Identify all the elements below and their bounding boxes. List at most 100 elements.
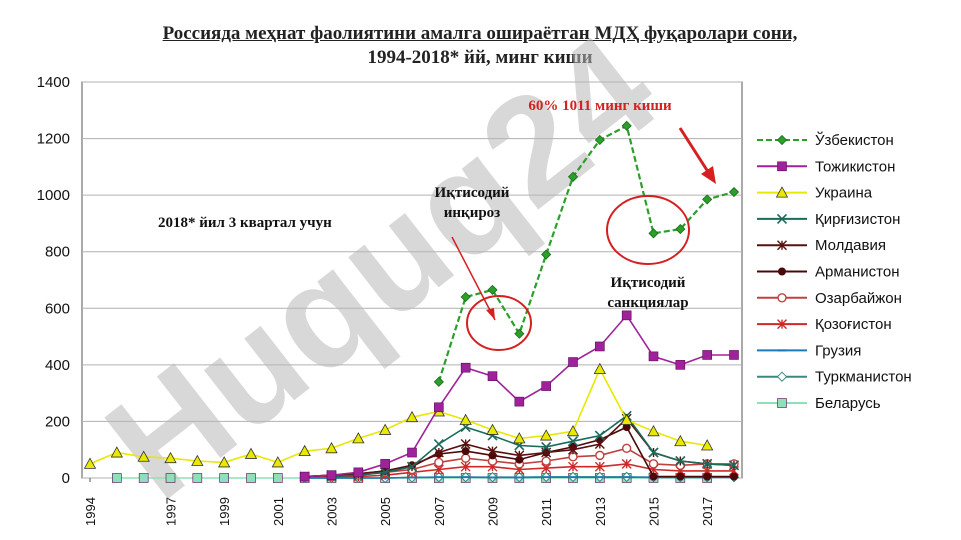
data-point xyxy=(777,293,787,303)
data-point xyxy=(776,371,788,382)
data-point xyxy=(487,284,498,295)
data-point xyxy=(460,453,471,463)
data-point xyxy=(593,362,607,375)
data-point xyxy=(246,473,256,483)
legend-item: Украина xyxy=(757,185,873,202)
data-point xyxy=(487,371,498,381)
data-point xyxy=(621,443,632,453)
x-axis-ticks: 1994 1997 1999 2001 2003 2005 2007 2009 2011 2013… xyxy=(83,478,715,526)
data-point xyxy=(298,444,311,457)
data-point xyxy=(137,450,150,462)
legend-item: Грузия xyxy=(757,342,861,359)
data-point xyxy=(567,436,579,447)
data-point xyxy=(676,472,685,481)
crisis-label-1: Иқтисодий xyxy=(435,185,510,201)
data-point xyxy=(594,461,605,472)
data-point xyxy=(219,473,229,483)
data-point xyxy=(352,432,365,444)
data-point xyxy=(514,328,525,339)
series-line xyxy=(331,414,735,478)
data-point xyxy=(620,413,633,425)
data-point xyxy=(244,447,258,459)
legend-item: Қозоғистон xyxy=(757,316,892,333)
data-point xyxy=(405,410,419,423)
data-point xyxy=(539,429,553,441)
y-tick-label: 800 xyxy=(45,244,70,261)
sanctions-circle xyxy=(606,195,690,265)
data-point xyxy=(648,228,659,239)
data-point xyxy=(192,473,203,483)
data-point xyxy=(164,451,177,464)
data-point xyxy=(702,194,713,205)
crisis-label-2: инқироз xyxy=(444,205,500,221)
data-point xyxy=(325,441,338,454)
data-point xyxy=(594,134,605,146)
data-point xyxy=(460,291,471,303)
data-point xyxy=(777,240,787,251)
series-line xyxy=(89,367,708,465)
data-point xyxy=(110,446,124,458)
data-point xyxy=(648,459,659,469)
data-point xyxy=(648,447,659,458)
sanctions-label-1: Иқтисодий xyxy=(611,275,686,291)
data-point xyxy=(648,351,659,362)
data-point xyxy=(541,456,551,466)
x-tick-label: 2011 xyxy=(539,498,554,526)
legend-item: Беларусь xyxy=(757,395,881,412)
data-point xyxy=(191,454,204,466)
y-axis-ticks: 0 200 400 600 800 1000 1200 1400 xyxy=(37,74,70,487)
x-tick-label: 2001 xyxy=(271,497,286,526)
data-point xyxy=(486,423,499,435)
data-point xyxy=(675,224,686,235)
y-tick-label: 1000 xyxy=(37,187,70,204)
data-point xyxy=(541,381,551,391)
series-Тожикистон xyxy=(299,310,739,482)
data-point xyxy=(433,438,444,450)
data-point xyxy=(514,396,525,407)
data-point xyxy=(433,376,444,387)
data-point xyxy=(460,461,471,472)
x-tick-label: 2017 xyxy=(700,497,715,526)
data-point xyxy=(594,430,605,441)
x-tick-label: 2009 xyxy=(486,497,501,526)
data-point xyxy=(622,423,631,432)
legend-label: Ўзбекистон xyxy=(815,131,894,149)
crisis-arrow xyxy=(451,236,496,321)
legend-item: Арманистон xyxy=(757,264,900,281)
data-point xyxy=(595,341,605,352)
x-tick-label: 2003 xyxy=(325,497,340,526)
data-point xyxy=(730,472,738,481)
data-point xyxy=(514,450,525,461)
data-point xyxy=(675,455,686,467)
legend-label: Арманистон xyxy=(815,264,900,281)
chart-title: Россияда меҳнат фаолиятини амалга ошираё… xyxy=(40,22,920,70)
legend-label: Грузия xyxy=(815,342,861,359)
data-point xyxy=(649,472,658,481)
data-point xyxy=(380,459,390,469)
series-line xyxy=(437,124,735,383)
data-point xyxy=(299,471,310,482)
legend-label: Туркманистон xyxy=(815,369,912,386)
data-point xyxy=(702,350,712,360)
x-tick-label: 2013 xyxy=(593,497,608,526)
legend-item: Қирғизистон xyxy=(757,211,900,228)
data-point xyxy=(541,441,552,452)
peak-arrowhead xyxy=(701,166,716,184)
data-point xyxy=(568,357,578,367)
legend-item: Озарбайжон xyxy=(757,290,902,307)
data-point xyxy=(728,460,740,471)
data-point xyxy=(380,467,391,478)
legend-label: Қозоғистон xyxy=(815,316,892,333)
note-2018: 2018* йил 3 квартал учун xyxy=(158,215,332,231)
data-point xyxy=(434,457,444,468)
data-point xyxy=(487,446,498,457)
legend-label: Қирғизистон xyxy=(815,211,900,228)
series-Қирғизистон xyxy=(326,410,740,482)
data-point xyxy=(326,470,337,480)
data-point xyxy=(674,434,687,447)
data-point xyxy=(434,402,444,413)
legend-label: Молдавия xyxy=(815,237,886,254)
y-tick-label: 1200 xyxy=(37,131,70,148)
legend: Ўзбекистон Тожикистон Украина Қирғизистон Мо… xyxy=(757,131,912,412)
data-point xyxy=(594,439,605,450)
